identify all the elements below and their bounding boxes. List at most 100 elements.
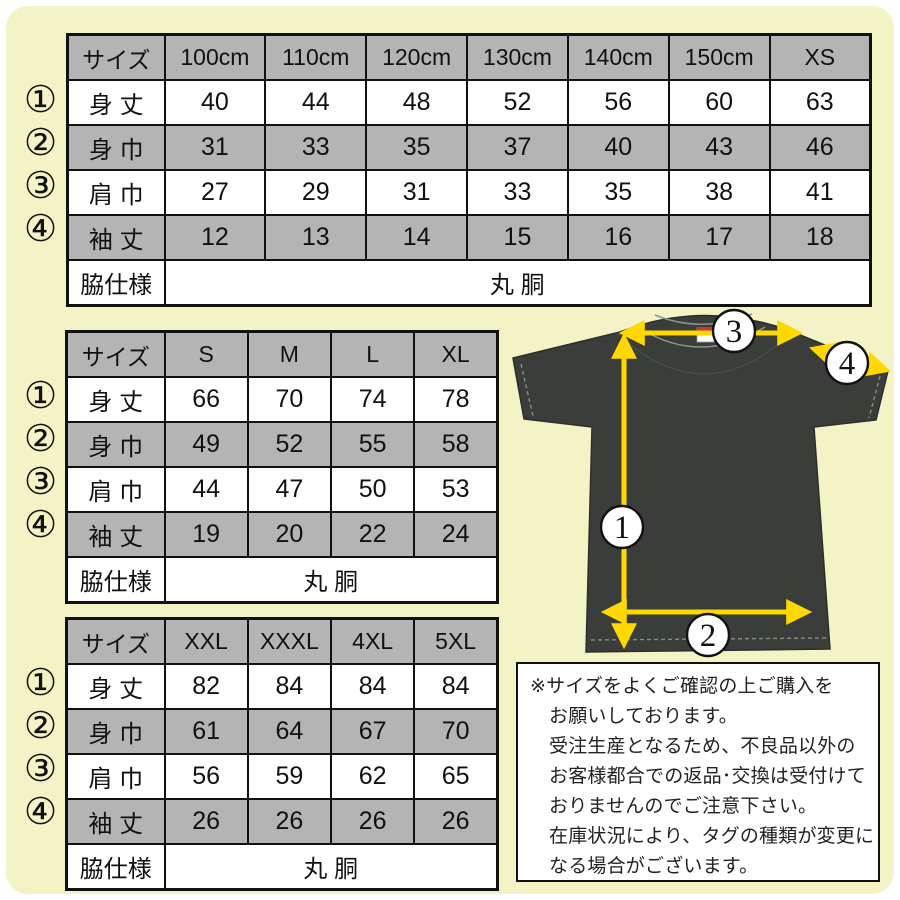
- size-cell: 44: [264, 79, 368, 126]
- table-row: 身 丈 82 84 84 84: [65, 663, 499, 710]
- row-marker-4: ④: [24, 207, 58, 250]
- size-cell: 48: [365, 79, 469, 126]
- footer-value-cell: 丸 胴: [163, 556, 499, 604]
- notice-text-line: なる場合がございます。: [549, 856, 759, 877]
- header-cell: L: [329, 330, 416, 378]
- row-label-cell: 肩 巾: [66, 169, 166, 216]
- table-row: 袖 丈 26 26 26 26: [65, 798, 499, 845]
- table-row: 脇仕様 丸 胴: [66, 259, 872, 307]
- header-cell: 100cm: [163, 33, 267, 81]
- size-cell: 74: [329, 376, 416, 423]
- table-row: 脇仕様 丸 胴: [65, 843, 499, 891]
- table-row: 身 巾 49 52 55 58: [65, 421, 499, 468]
- size-cell: 56: [566, 79, 670, 126]
- size-cell: 52: [466, 79, 569, 126]
- size-cell: 84: [246, 663, 333, 710]
- row-label-cell: 身 丈: [65, 376, 166, 423]
- row-marker-2: ②: [24, 704, 58, 747]
- header-cell: 130cm: [466, 33, 569, 81]
- size-cell: 70: [246, 376, 333, 423]
- size-cell: 38: [667, 169, 771, 216]
- header-cell: 140cm: [566, 33, 670, 81]
- size-cell: 27: [163, 169, 267, 216]
- row-label-cell: 身 巾: [65, 708, 166, 755]
- size-cell: 53: [413, 466, 499, 513]
- footer-value-cell: 丸 胴: [163, 843, 499, 891]
- size-cell: 43: [667, 124, 771, 171]
- size-cell: 15: [466, 214, 569, 261]
- row-marker-4: ④: [24, 790, 58, 833]
- header-cell: XL: [413, 330, 499, 378]
- size-cell: 84: [413, 663, 499, 710]
- size-cell: 78: [413, 376, 499, 423]
- size-cell: 35: [566, 169, 670, 216]
- size-cell: 26: [246, 798, 333, 845]
- size-cell: 18: [768, 214, 872, 261]
- table-row: 身 巾 61 64 67 70: [65, 708, 499, 755]
- table-row: 肩 巾 27 29 31 33 35 38 41: [66, 169, 872, 216]
- table-row: サイズ 100cm 110cm 120cm 130cm 140cm 150cm …: [66, 33, 872, 81]
- size-cell: 26: [163, 798, 249, 845]
- size-cell: 13: [264, 214, 368, 261]
- table-row: 肩 巾 56 59 62 65: [65, 753, 499, 800]
- notice-text-line: お客様都合での返品･交換は受付けて: [549, 766, 866, 787]
- row-label-cell: 袖 丈: [66, 214, 166, 261]
- svg-text:4: 4: [839, 346, 856, 382]
- size-cell: 46: [768, 124, 872, 171]
- table-row: 袖 丈 19 20 22 24: [65, 511, 499, 558]
- notice-text-line: 受注生産となるため、不良品以外の: [549, 736, 856, 757]
- header-cell: 5XL: [413, 617, 499, 665]
- diagram-marker-1: 1: [599, 504, 645, 550]
- svg-text:3: 3: [726, 314, 743, 350]
- size-cell: 40: [163, 79, 267, 126]
- size-cell: 50: [329, 466, 416, 513]
- purchase-notice-box: ※サイズをよくご確認の上ご購入を お願いしております。 受注生産となるため、不良…: [516, 662, 880, 882]
- size-cell: 62: [329, 753, 416, 800]
- measurement-arrows: [600, 320, 891, 650]
- table-row: 身 丈 40 44 48 52 56 60 63: [66, 79, 872, 126]
- row-marker-1: ①: [24, 374, 58, 417]
- size-table-adult: サイズ S M L XL 身 丈 66 70 74 78 身 巾 49 52 5…: [65, 330, 499, 604]
- size-cell: 82: [163, 663, 249, 710]
- row-label-cell: 身 丈: [65, 663, 166, 710]
- size-cell: 17: [667, 214, 771, 261]
- size-cell: 52: [246, 421, 333, 468]
- size-cell: 65: [413, 753, 499, 800]
- header-cell: 120cm: [365, 33, 469, 81]
- size-cell: 47: [246, 466, 333, 513]
- footer-value-cell: 丸 胴: [163, 259, 872, 307]
- header-cell: 4XL: [329, 617, 416, 665]
- size-cell: 61: [163, 708, 249, 755]
- size-cell: 58: [413, 421, 499, 468]
- size-cell: 70: [413, 708, 499, 755]
- size-cell: 37: [466, 124, 569, 171]
- notice-text-line: ※サイズをよくご確認の上ご購入を: [530, 676, 834, 697]
- size-cell: 40: [566, 124, 670, 171]
- row-label-cell: 肩 巾: [65, 753, 166, 800]
- row-marker-1: ①: [24, 78, 58, 121]
- header-cell: 150cm: [667, 33, 771, 81]
- header-cell: XS: [768, 33, 872, 81]
- table-row: 身 巾 31 33 35 37 40 43 46: [66, 124, 872, 171]
- table-row: 袖 丈 12 13 14 15 16 17 18: [66, 214, 872, 261]
- size-cell: 29: [264, 169, 368, 216]
- row-label-cell: 身 巾: [65, 421, 166, 468]
- header-cell: XXL: [163, 617, 249, 665]
- size-cell: 59: [246, 753, 333, 800]
- row-marker-3: ③: [24, 460, 58, 503]
- row-label-cell: 袖 丈: [65, 798, 166, 845]
- row-label-cell: 袖 丈: [65, 511, 166, 558]
- row-label-cell: 身 丈: [66, 79, 166, 126]
- size-cell: 33: [466, 169, 569, 216]
- header-cell: サイズ: [66, 33, 166, 81]
- size-cell: 56: [163, 753, 249, 800]
- size-cell: 44: [163, 466, 249, 513]
- size-table-kids: サイズ 100cm 110cm 120cm 130cm 140cm 150cm …: [66, 33, 872, 307]
- header-cell: サイズ: [65, 617, 166, 665]
- size-cell: 14: [365, 214, 469, 261]
- size-cell: 19: [163, 511, 249, 558]
- row-marker-3: ③: [24, 164, 58, 207]
- notice-text-line: 在庫状況により、タグの種類が変更に: [549, 826, 875, 847]
- size-cell: 20: [246, 511, 333, 558]
- size-cell: 31: [163, 124, 267, 171]
